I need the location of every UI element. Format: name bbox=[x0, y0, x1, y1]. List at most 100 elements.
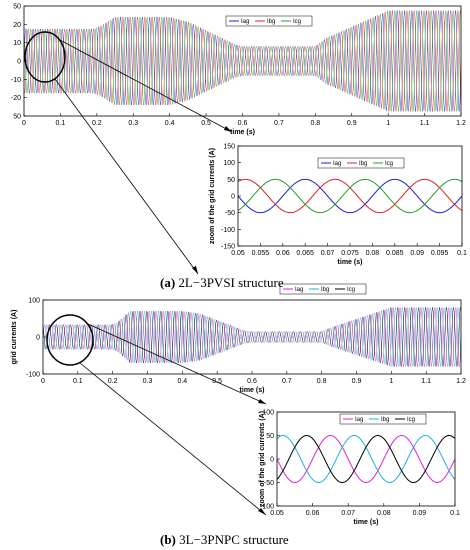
y-tick-label: -50 bbox=[225, 210, 235, 217]
y-tick-label: 100 bbox=[262, 410, 274, 417]
x-axis-label: time (s) bbox=[354, 519, 379, 526]
series-iag-line bbox=[24, 10, 461, 112]
caption-b: (b) 3L−3PNPC structure bbox=[160, 532, 289, 547]
y-tick-label: 150 bbox=[223, 144, 235, 151]
series-icg-line bbox=[24, 10, 461, 112]
y-tick-label: 0 bbox=[231, 194, 235, 201]
x-tick-label: 1.1 bbox=[420, 120, 430, 127]
legend-label: Ibg bbox=[267, 19, 275, 25]
legend-label: Ibg bbox=[359, 161, 367, 167]
series-iag-line bbox=[43, 307, 461, 367]
legend-label: Iag bbox=[333, 161, 341, 167]
x-tick-label: 0.8 bbox=[317, 378, 327, 385]
x-tick-label: 0.9 bbox=[352, 378, 362, 385]
series-icg-line bbox=[238, 178, 462, 214]
legend-label: Icg bbox=[385, 161, 393, 167]
zoom-arrow-a-top bbox=[59, 39, 233, 133]
y-tick-label: 50 bbox=[13, 4, 21, 11]
y-tick-label: 50 bbox=[266, 433, 274, 440]
x-tick-label: 0.05 bbox=[270, 510, 284, 517]
y-tick-label: 50 bbox=[13, 114, 21, 121]
legend-label: Ibg bbox=[381, 417, 389, 423]
y-tick-label: 0 bbox=[17, 59, 21, 66]
x-tick-label: 0.06 bbox=[276, 250, 290, 257]
y-axis-label: zoom of the grid currents (A) bbox=[259, 411, 266, 507]
x-tick-label: 0.05 bbox=[231, 250, 245, 257]
x-tick-label: 0.5 bbox=[212, 378, 222, 385]
x-tick-label: 0.3 bbox=[128, 120, 138, 127]
x-tick-label: 1 bbox=[389, 378, 393, 385]
plot-a-main: 0 0.1 0.2 0.3 0.4 0.5 0.6 0.7 0.8 0.9 1 1.1 1.2 50 20 1… bbox=[11, 4, 466, 137]
x-tick-label: 0.06 bbox=[306, 510, 320, 517]
legend-label: Iag bbox=[241, 19, 249, 25]
x-tick-label: 0.5 bbox=[201, 120, 211, 127]
x-tick-label: 0.1 bbox=[450, 510, 460, 517]
x-tick-label: 0.055 bbox=[252, 250, 270, 257]
x-tick-label: 1.2 bbox=[456, 378, 466, 385]
legend-label: Icg bbox=[347, 287, 355, 293]
zoom-arrow-a-bottom bbox=[54, 78, 199, 275]
y-tick-label: 0 bbox=[270, 457, 274, 464]
y-tick-label: 100 bbox=[223, 160, 235, 167]
plot-b-main: 0 0.1 0.2 0.3 0.4 0.5 0.6 0.7 0.8 0.9 1 1.1 1.21000-… bbox=[11, 283, 466, 394]
x-axis-label: time (s) bbox=[338, 259, 363, 266]
y-axis-label: zoom of the grid currents (A) bbox=[209, 148, 216, 244]
legend-box bbox=[279, 283, 367, 295]
x-tick-label: 0.3 bbox=[143, 378, 153, 385]
x-tick-label: 0.1 bbox=[56, 120, 66, 127]
x-tick-label: 0.4 bbox=[165, 120, 175, 127]
y-tick-label: -100 bbox=[260, 504, 274, 511]
zoom-ellipse-b bbox=[46, 314, 94, 366]
x-tick-label: 1.1 bbox=[421, 378, 431, 385]
legend-box bbox=[339, 413, 427, 425]
zoom-arrow-b-top bbox=[87, 323, 267, 405]
caption-a: (a) 2L−3PVSI structure bbox=[160, 275, 284, 290]
x-tick-label: 0.1 bbox=[457, 250, 467, 257]
x-tick-label: 0.2 bbox=[92, 120, 102, 127]
y-tick-label: -150 bbox=[221, 244, 235, 251]
y-tick-label: 0 bbox=[36, 335, 40, 342]
y-tick-label: 10 bbox=[13, 40, 21, 47]
y-tick-label: -10 bbox=[11, 77, 21, 84]
x-tick-label: 0.6 bbox=[247, 378, 257, 385]
x-tick-label: 0.095 bbox=[431, 250, 449, 257]
legend-label: Iag bbox=[295, 287, 303, 293]
y-tick-label: -100 bbox=[221, 227, 235, 234]
x-tick-label: 0.4 bbox=[177, 378, 187, 385]
x-tick-label: 0.9 bbox=[347, 120, 357, 127]
x-tick-label: 0 bbox=[41, 378, 45, 385]
legend-label: Ibg bbox=[321, 287, 329, 293]
plot-frame bbox=[276, 411, 456, 507]
x-axis-label: time (s) bbox=[240, 387, 265, 394]
y-tick-label: -20 bbox=[11, 95, 21, 102]
x-tick-label: 0.6 bbox=[238, 120, 248, 127]
x-tick-label: 0.065 bbox=[296, 250, 314, 257]
legend-label: Icg bbox=[293, 19, 301, 25]
plot-b-zoom: 0.05 0.06 0.07 0.08 0.09 0.1 100 50 0 -50 -100 time… bbox=[259, 410, 460, 527]
x-tick-label: 0.07 bbox=[321, 250, 335, 257]
x-tick-label: 0.1 bbox=[73, 378, 83, 385]
x-tick-label: 0.08 bbox=[366, 250, 380, 257]
y-tick-label: 50 bbox=[227, 177, 235, 184]
x-tick-label: 0.07 bbox=[341, 510, 355, 517]
x-tick-label: 0.09 bbox=[410, 250, 424, 257]
x-tick-label: 0.7 bbox=[282, 378, 292, 385]
legend-box bbox=[317, 157, 405, 169]
zoom-ellipse-a bbox=[24, 31, 66, 83]
series-iag-line bbox=[277, 434, 455, 484]
x-tick-label: 0.09 bbox=[413, 510, 427, 517]
x-tick-label: 1 bbox=[386, 120, 390, 127]
series-icg-line bbox=[43, 307, 461, 367]
y-tick-label: -100 bbox=[26, 372, 40, 379]
x-tick-label: 0 bbox=[22, 120, 26, 127]
legend-label: Icg bbox=[407, 417, 415, 423]
y-tick-label: 20 bbox=[13, 22, 21, 29]
series-ibg-line bbox=[43, 307, 461, 367]
zoom-arrow-b-bottom bbox=[79, 362, 267, 516]
y-tick-label: -50 bbox=[264, 480, 274, 487]
x-tick-label: 0.7 bbox=[274, 120, 284, 127]
series-ibg-line bbox=[24, 10, 461, 112]
legend-label: Iag bbox=[355, 417, 363, 423]
x-tick-label: 0.075 bbox=[341, 250, 359, 257]
